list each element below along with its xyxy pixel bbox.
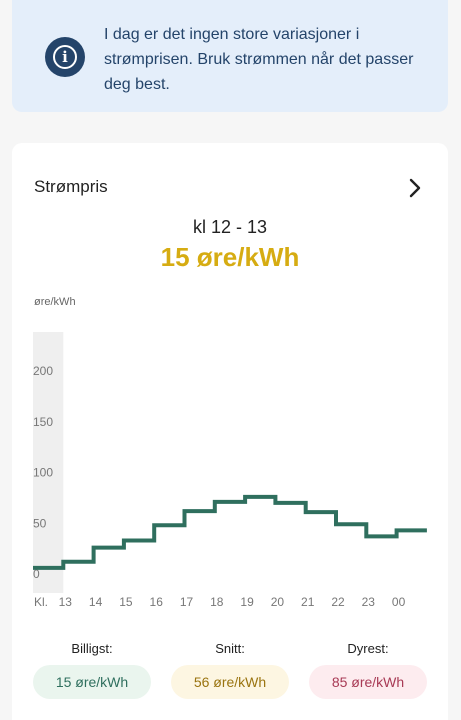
y-tick-label: 150 — [33, 415, 53, 429]
price-step-line — [33, 494, 427, 570]
selected-time: kl 12 - 13 — [192, 217, 268, 237]
selected-price: 15 øre/kWh — [160, 242, 300, 272]
price-chart[interactable]: 200 150 100 50 0 Kl. 13 14 15 16 17 18 19 20 21 22 23 00 — [12, 143, 448, 623]
info-banner: i I dag er det ingen store variasjoner i… — [12, 0, 448, 112]
x-tick-label: 22 — [331, 595, 345, 609]
x-tick-label: 14 — [89, 595, 103, 609]
highlighted-hour-band — [33, 332, 64, 593]
stat-most-expensive-value: 85 øre/kWh — [309, 665, 427, 699]
stat-cheapest: Billigst: 15 øre/kWh — [33, 639, 151, 699]
card-title: Strømpris — [34, 177, 108, 196]
stat-average-label: Snitt: — [215, 641, 245, 656]
chevron-right-icon[interactable] — [404, 177, 426, 199]
stat-most-expensive: Dyrest: 85 øre/kWh — [309, 639, 427, 699]
stat-most-expensive-label: Dyrest: — [347, 641, 389, 656]
x-tick-label: 23 — [362, 595, 376, 609]
x-tick-label: 18 — [210, 595, 224, 609]
x-tick-label: 00 — [392, 595, 406, 609]
x-tick-label: 20 — [271, 595, 285, 609]
y-tick-label: 200 — [33, 364, 53, 378]
price-card[interactable]: Strømpris kl 12 - 13 15 øre/kWh øre/kWh … — [12, 143, 448, 720]
info-text: I dag er det ingen store variasjoner i s… — [104, 26, 414, 93]
x-tick-label: 16 — [150, 595, 164, 609]
stat-average-value: 56 øre/kWh — [171, 665, 289, 699]
stat-cheapest-label: Billigst: — [71, 641, 113, 656]
y-tick-label: 0 — [33, 567, 40, 581]
x-tick-label: 13 — [59, 595, 73, 609]
y-tick-label: 50 — [33, 516, 47, 530]
x-tick-label: Kl. — [34, 595, 48, 609]
info-icon: i — [45, 37, 85, 77]
x-tick-label: 17 — [180, 595, 194, 609]
stat-cheapest-value: 15 øre/kWh — [33, 665, 151, 699]
stat-average: Snitt: 56 øre/kWh — [171, 639, 289, 699]
x-tick-label: 19 — [240, 595, 254, 609]
y-tick-label: 100 — [33, 466, 53, 480]
x-tick-label: 21 — [301, 595, 315, 609]
x-tick-label: 15 — [119, 595, 133, 609]
y-axis-unit-label: øre/kWh — [34, 296, 76, 308]
